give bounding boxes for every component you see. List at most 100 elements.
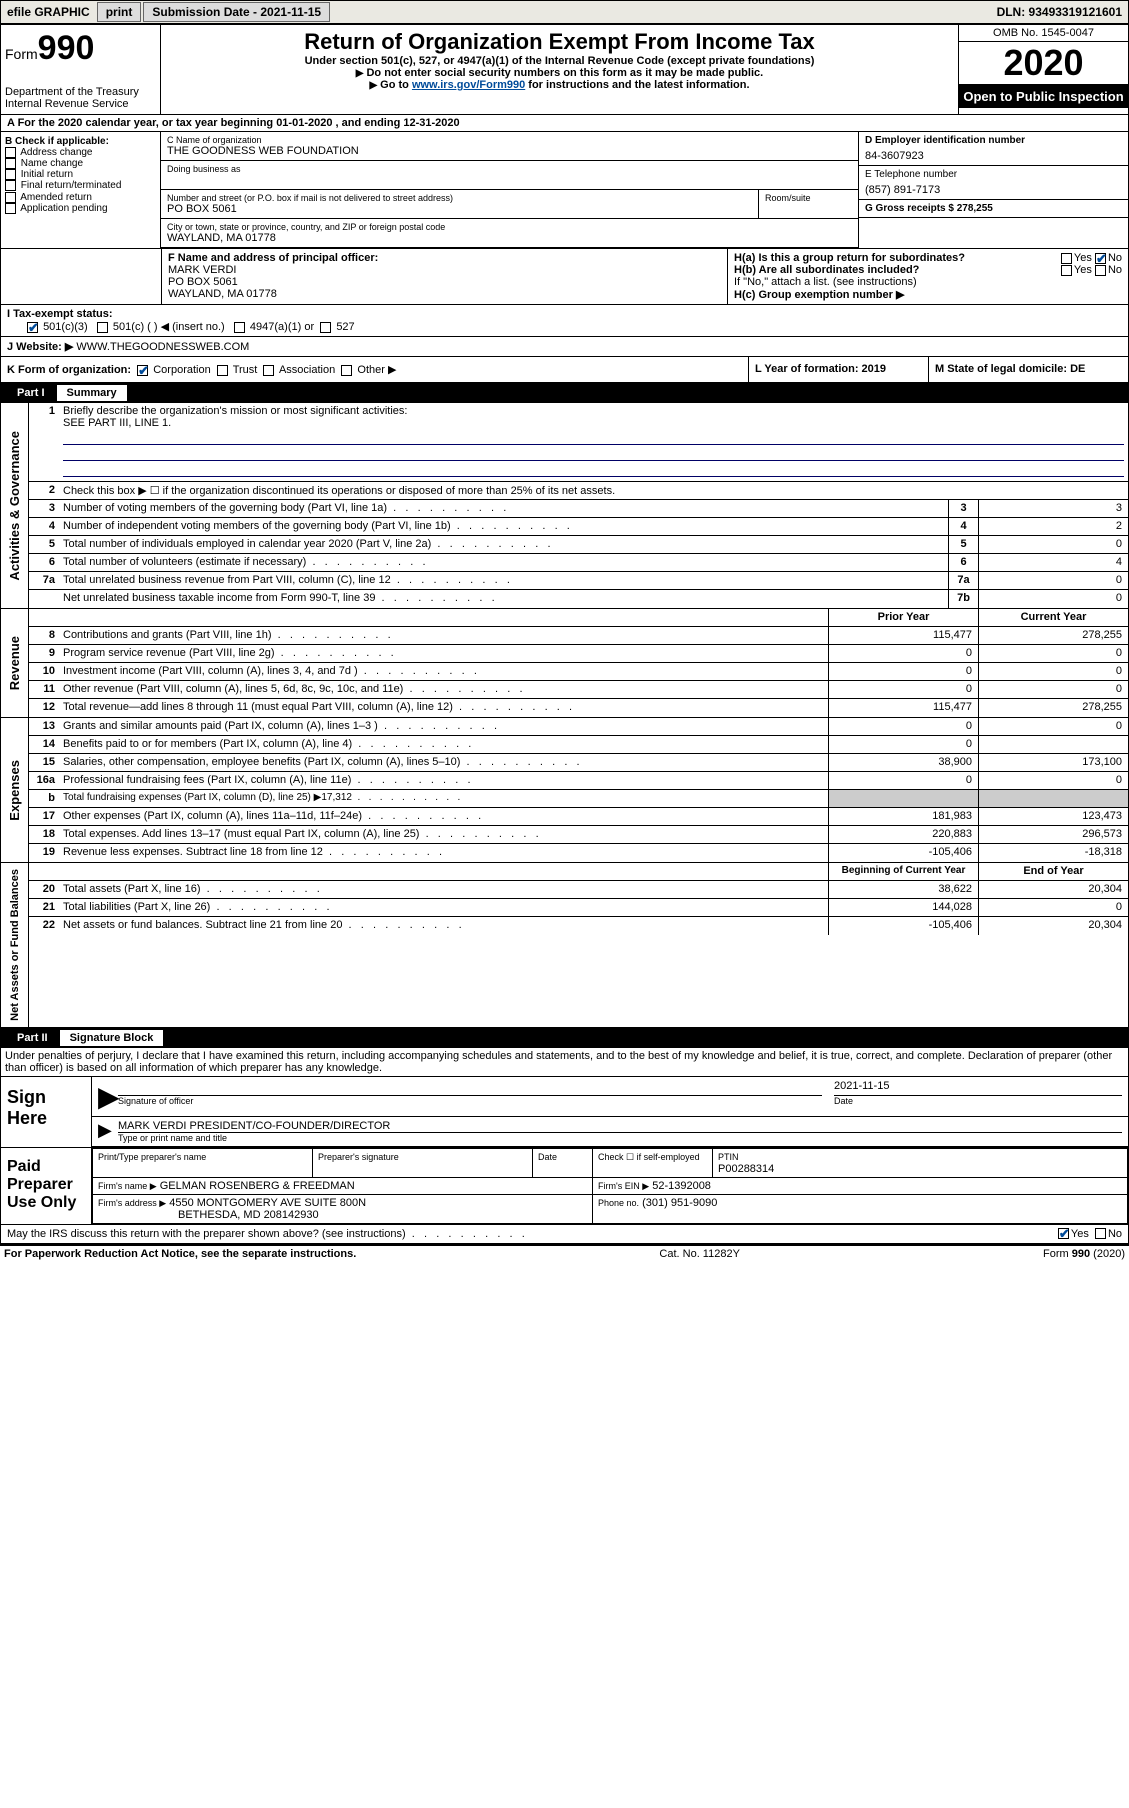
phone-label: Phone no. xyxy=(598,1198,639,1208)
officer-name: MARK VERDI xyxy=(168,264,721,276)
form-org-label: K Form of organization: xyxy=(7,364,131,376)
current-year-hdr: Current Year xyxy=(978,609,1128,626)
line1-val: SEE PART III, LINE 1. xyxy=(63,417,171,429)
row-a-tax-year: A For the 2020 calendar year, or tax yea… xyxy=(1,115,1128,132)
col-b-title: B Check if applicable: xyxy=(5,136,156,147)
discuss-no-checkbox[interactable] xyxy=(1095,1228,1106,1239)
dln-label: DLN: 93493319121601 xyxy=(997,5,1128,19)
note-goto-pre: Go to xyxy=(380,79,412,91)
firm-name: GELMAN ROSENBERG & FREEDMAN xyxy=(160,1180,355,1192)
top-bar: efile GRAPHIC print Submission Date - 20… xyxy=(0,0,1129,24)
firm-addr1: 4550 MONTGOMERY AVE SUITE 800N xyxy=(169,1197,366,1209)
501c-checkbox[interactable] xyxy=(97,322,108,333)
footer-right: Form 990 (2020) xyxy=(1043,1248,1125,1260)
ha-label: H(a) Is this a group return for subordin… xyxy=(734,252,965,264)
ein-value: 84-3607923 xyxy=(865,150,1122,162)
city-label: City or town, state or province, country… xyxy=(167,222,852,232)
4947-checkbox[interactable] xyxy=(234,322,245,333)
omb-number: OMB No. 1545-0047 xyxy=(959,25,1128,42)
form-header: Form990 Department of the Treasury Inter… xyxy=(1,25,1128,115)
ptin-value: P00288314 xyxy=(718,1163,774,1175)
ha-yes-checkbox[interactable] xyxy=(1061,253,1072,264)
org-name-label: C Name of organization xyxy=(167,135,852,145)
footer-mid: Cat. No. 11282Y xyxy=(659,1248,740,1260)
ptin-label: PTIN xyxy=(718,1152,739,1162)
officer-addr2: WAYLAND, MA 01778 xyxy=(168,288,721,300)
note-goto-post: for instructions and the latest informat… xyxy=(525,79,749,91)
form-title: Return of Organization Exempt From Incom… xyxy=(165,29,954,55)
self-employed-label: Check ☐ if self-employed xyxy=(598,1152,700,1162)
discuss-text: May the IRS discuss this return with the… xyxy=(7,1228,406,1240)
colb-checkbox[interactable] xyxy=(5,147,16,158)
assoc-checkbox[interactable] xyxy=(263,365,274,376)
tel-label: E Telephone number xyxy=(865,169,1122,180)
irs-link[interactable]: www.irs.gov/Form990 xyxy=(412,79,525,91)
website-value: WWW.THEGOODNESSWEB.COM xyxy=(76,341,249,353)
part2-bar: Part II Signature Block xyxy=(1,1028,1128,1048)
hb-yes-checkbox[interactable] xyxy=(1061,265,1072,276)
gross-receipts: G Gross receipts $ 278,255 xyxy=(865,203,1122,214)
other-checkbox[interactable] xyxy=(341,365,352,376)
hb-note: If "No," attach a list. (see instruction… xyxy=(734,276,1122,288)
website-label: J Website: ▶ xyxy=(7,341,73,353)
firm-ein: 52-1392008 xyxy=(652,1180,711,1192)
sig-date-label: Date xyxy=(834,1096,1122,1106)
type-name-label: Type or print name and title xyxy=(118,1133,1122,1143)
begin-year-hdr: Beginning of Current Year xyxy=(828,863,978,880)
sig-officer-label: Signature of officer xyxy=(118,1096,822,1106)
efile-label: efile GRAPHIC xyxy=(1,5,96,19)
colb-checkbox[interactable] xyxy=(5,192,16,203)
colb-checkbox[interactable] xyxy=(5,180,16,191)
tax-exempt-label: I Tax-exempt status: xyxy=(7,308,113,320)
colb-checkbox[interactable] xyxy=(5,169,16,180)
end-year-hdr: End of Year xyxy=(978,863,1128,880)
note-ssn: Do not enter social security numbers on … xyxy=(165,67,954,79)
trust-checkbox[interactable] xyxy=(217,365,228,376)
year-formation: L Year of formation: 2019 xyxy=(755,363,886,375)
rev-side-label: Revenue xyxy=(5,630,24,696)
street-address: PO BOX 5061 xyxy=(167,203,752,215)
corp-checkbox[interactable] xyxy=(137,365,148,376)
firm-ein-label: Firm's EIN ▶ xyxy=(598,1181,649,1191)
ha-no-checkbox[interactable] xyxy=(1095,253,1106,264)
line1-desc: Briefly describe the organization's miss… xyxy=(63,405,407,417)
part1-bar: Part I Summary xyxy=(1,383,1128,403)
officer-label: F Name and address of principal officer: xyxy=(168,252,721,264)
dba-label: Doing business as xyxy=(167,164,852,174)
footer-left: For Paperwork Reduction Act Notice, see … xyxy=(4,1248,356,1260)
print-button[interactable]: print xyxy=(97,2,142,22)
exp-side-label: Expenses xyxy=(5,754,24,827)
ein-label: D Employer identification number xyxy=(865,135,1122,146)
dept-label: Department of the Treasury xyxy=(5,86,156,98)
firm-addr-label: Firm's address ▶ xyxy=(98,1198,166,1208)
prep-date-label: Date xyxy=(538,1152,557,1162)
prior-year-hdr: Prior Year xyxy=(828,609,978,626)
colb-checkbox[interactable] xyxy=(5,203,16,214)
tel-value: (857) 891-7173 xyxy=(865,184,1122,196)
open-to-public: Open to Public Inspection xyxy=(959,85,1128,108)
hb-label: H(b) Are all subordinates included? xyxy=(734,264,919,276)
officer-typed-name: MARK VERDI PRESIDENT/CO-FOUNDER/DIRECTOR xyxy=(118,1120,1122,1133)
officer-addr1: PO BOX 5061 xyxy=(168,276,721,288)
preparer-table: Print/Type preparer's name Preparer's si… xyxy=(92,1148,1128,1224)
sig-date: 2021-11-15 xyxy=(834,1080,1122,1096)
form-number: 990 xyxy=(38,29,95,67)
discuss-yes-checkbox[interactable] xyxy=(1058,1228,1069,1239)
submission-date-button[interactable]: Submission Date - 2021-11-15 xyxy=(143,2,330,22)
527-checkbox[interactable] xyxy=(320,322,331,333)
prep-name-label: Print/Type preparer's name xyxy=(98,1152,206,1162)
addr-label: Number and street (or P.O. box if mail i… xyxy=(167,193,752,203)
sig-arrow-icon: ▶ xyxy=(92,1077,112,1116)
col-b-checkboxes: B Check if applicable: Address change Na… xyxy=(1,132,161,248)
part1-title: Summary xyxy=(57,385,127,401)
firm-name-label: Firm's name ▶ xyxy=(98,1181,157,1191)
state-domicile: M State of legal domicile: DE xyxy=(935,363,1085,375)
part2-label: Part II xyxy=(9,1032,56,1044)
irs-label: Internal Revenue Service xyxy=(5,98,156,110)
prep-sig-label: Preparer's signature xyxy=(318,1152,399,1162)
501c3-checkbox[interactable] xyxy=(27,322,38,333)
hb-no-checkbox[interactable] xyxy=(1095,265,1106,276)
form-subtitle: Under section 501(c), 527, or 4947(a)(1)… xyxy=(165,55,954,67)
net-side-label: Net Assets or Fund Balances xyxy=(7,863,23,1027)
colb-checkbox[interactable] xyxy=(5,158,16,169)
